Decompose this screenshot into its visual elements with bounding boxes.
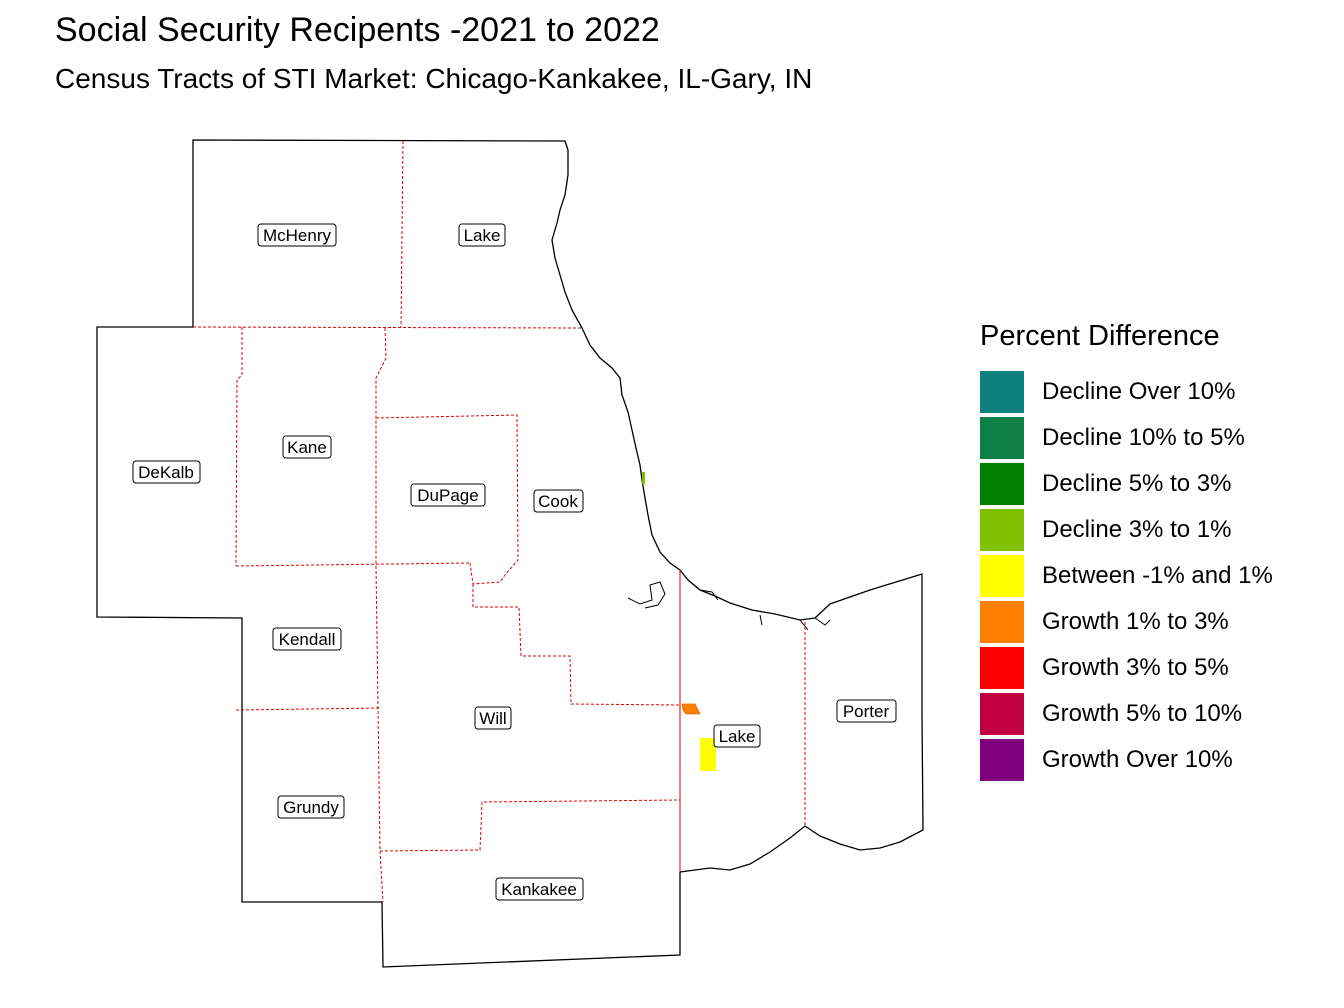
legend-swatch: [980, 647, 1024, 689]
legend-swatch: [980, 417, 1024, 459]
svg-text:DeKalb: DeKalb: [138, 463, 194, 482]
label-kankakee: Kankakee: [495, 877, 584, 901]
svg-text:Lake: Lake: [719, 727, 756, 746]
map-subtitle: Census Tracts of STI Market: Chicago-Kan…: [55, 63, 813, 94]
legend-item: Decline 3% to 1%: [980, 507, 1273, 553]
svg-text:Porter: Porter: [843, 702, 890, 721]
tract-between-neg1-and-1: [700, 738, 716, 771]
legend-item: Between -1% and 1%: [980, 553, 1273, 599]
legend-label: Between -1% and 1%: [1042, 562, 1273, 589]
legend-label: Growth Over 10%: [1042, 746, 1233, 773]
svg-text:Lake: Lake: [464, 226, 501, 245]
svg-text:Kendall: Kendall: [279, 630, 336, 649]
svg-text:Kankakee: Kankakee: [501, 880, 577, 899]
label-will: Will: [474, 706, 512, 730]
legend-swatch: [980, 555, 1024, 597]
svg-text:Kane: Kane: [287, 438, 327, 457]
legend: Percent Difference Decline Over 10% Decl…: [980, 320, 1273, 783]
label-cook: Cook: [533, 489, 584, 513]
legend-swatch: [980, 601, 1024, 643]
label-porter: Porter: [836, 699, 897, 723]
legend-swatch: [980, 739, 1024, 781]
label-kane: Kane: [282, 435, 332, 459]
county-boundaries: [192, 140, 806, 903]
legend-title: Percent Difference: [980, 320, 1220, 352]
legend-swatch: [980, 509, 1024, 551]
label-grundy: Grundy: [277, 795, 345, 819]
svg-text:Grundy: Grundy: [283, 798, 339, 817]
legend-label: Decline 5% to 3%: [1042, 470, 1232, 497]
legend-label: Growth 1% to 3%: [1042, 608, 1229, 635]
legend-item: Growth 1% to 3%: [980, 599, 1273, 645]
label-mchenry: McHenry: [257, 223, 337, 247]
tract-growth-1-to-3: [681, 703, 701, 715]
svg-text:DuPage: DuPage: [417, 486, 478, 505]
map-title: Social Security Recipents -2021 to 2022: [55, 11, 660, 49]
label-lake-il: Lake: [458, 223, 506, 247]
legend-label: Decline 10% to 5%: [1042, 424, 1245, 451]
legend-label: Decline 3% to 1%: [1042, 516, 1232, 543]
legend-label: Growth 3% to 5%: [1042, 654, 1229, 681]
svg-text:Cook: Cook: [538, 492, 578, 511]
lake-michigan-shoreline: [627, 581, 831, 631]
label-lake-in: Lake: [713, 724, 761, 748]
legend-item: Decline 5% to 3%: [980, 461, 1273, 507]
legend-swatch: [980, 693, 1024, 735]
legend-swatch: [980, 463, 1024, 505]
label-kendall: Kendall: [272, 627, 342, 651]
legend-item: Decline 10% to 5%: [980, 415, 1273, 461]
svg-text:McHenry: McHenry: [263, 226, 332, 245]
market-outline: [96, 139, 924, 968]
legend-item: Growth Over 10%: [980, 737, 1273, 783]
label-dupage: DuPage: [410, 483, 486, 507]
legend-item: Growth 5% to 10%: [980, 691, 1273, 737]
legend-item: Decline Over 10%: [980, 369, 1273, 415]
legend-item: Growth 3% to 5%: [980, 645, 1273, 691]
svg-text:Will: Will: [479, 709, 506, 728]
tract-small-green: [642, 472, 645, 484]
legend-label: Decline Over 10%: [1042, 378, 1236, 405]
legend-swatch: [980, 371, 1024, 413]
county-labels: McHenry Lake DeKalb Kane DuPage Cook Ken…: [132, 223, 897, 901]
legend-label: Growth 5% to 10%: [1042, 700, 1243, 727]
label-dekalb: DeKalb: [132, 460, 201, 484]
